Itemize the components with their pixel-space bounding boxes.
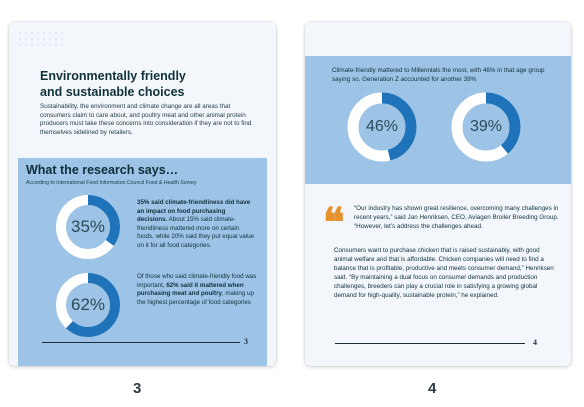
donut-svg <box>56 195 120 259</box>
donut-svg <box>347 92 417 162</box>
donut-chart-39: 39% <box>449 90 523 164</box>
intro-paragraph: Sustainability, the environment and clim… <box>40 103 252 136</box>
donut-arc <box>451 92 521 162</box>
footer-rule <box>42 342 240 343</box>
stat-text-1: 35% said climate-friendliness did have a… <box>137 199 257 251</box>
donut-chart-46: 46% <box>345 90 419 164</box>
donut-arc <box>56 273 120 337</box>
footer-rule <box>335 343 525 344</box>
body-paragraph: Consumers want to purchase chicken that … <box>334 247 554 299</box>
page-title: Environmentally friendly and sustainable… <box>40 68 250 100</box>
stat-2-text-pre: Of those who said climate-friendly food … <box>137 273 257 289</box>
stat-2-text-post: , making up the highest percentage of fo… <box>137 290 254 306</box>
research-heading: What the research says… <box>26 163 179 177</box>
donut-label: 35% <box>70 217 106 236</box>
research-source: According to International Food Informat… <box>26 180 197 186</box>
donut-svg <box>451 92 521 162</box>
donut-label: 62% <box>70 295 106 314</box>
donut-arc <box>56 195 120 259</box>
donut-svg <box>56 273 120 337</box>
page-thumbnail-3[interactable]: Environmentally friendly and sustainable… <box>9 22 276 366</box>
donut-arc <box>347 92 417 162</box>
page-label-4[interactable]: 4 <box>428 380 437 397</box>
title-line-1: Environmentally friendly <box>40 69 186 83</box>
decorative-dot-pattern <box>17 30 67 50</box>
page-number: 4 <box>533 338 537 347</box>
quote-mark-icon: ❝ <box>323 200 344 245</box>
page-thumbnail-4[interactable]: Climate-friendly mattered to Millennials… <box>305 22 571 366</box>
stat-text-2: Of those who said climate-friendly food … <box>137 273 257 307</box>
page-number: 3 <box>244 337 248 346</box>
donut-chart-62: 62% <box>53 270 123 340</box>
donut-chart-35: 35% <box>53 192 123 262</box>
stat-1-text: About 15% said climate-friendliness matt… <box>137 216 254 249</box>
pull-quote: “Our industry has shown great resilience… <box>354 205 559 230</box>
research-panel: What the research says… According to Int… <box>18 158 267 366</box>
donut-label: 46% <box>365 118 399 135</box>
donut-label: 39% <box>469 118 503 135</box>
title-line-2: and sustainable choices <box>40 85 185 99</box>
stat-1-bold: 35% said climate-friendliness did have a… <box>137 199 251 224</box>
page-label-3[interactable]: 3 <box>133 380 142 397</box>
stat-2-bold: 62% said it mattered when purchasing mea… <box>137 281 244 298</box>
age-stats-caption: Climate-friendly mattered to Millennials… <box>332 67 545 83</box>
